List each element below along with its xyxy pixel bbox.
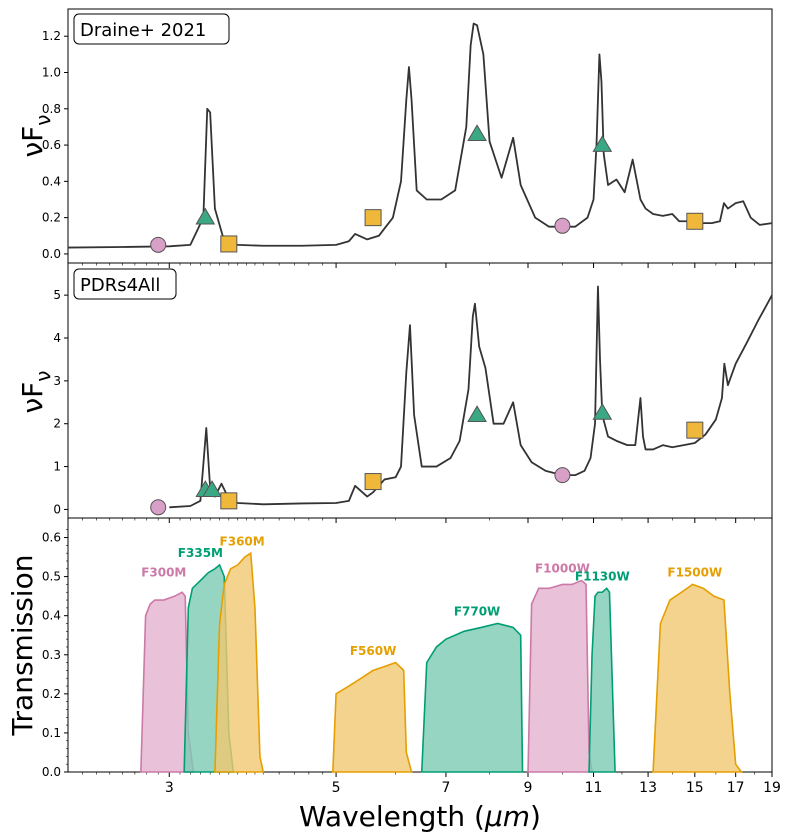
middle-triangle-marker [592,403,613,420]
panel-top: 0.0 0.2 0.4 0.6 0.8 1.0 1.2 [42,22,773,268]
panel-middle-frame [67,262,773,519]
middle-ylabel-sub: ν [31,371,55,382]
bottom-ytick-label: 0.0 [42,765,61,779]
middle-ytick-label: 2 [53,417,61,431]
top-ytick-label: 0.2 [42,211,61,225]
bottom-xtick-label: 17 [727,780,745,796]
filter-curve-f560w [331,661,413,773]
bottom-ylabel: Transmission [6,555,39,737]
top-square-marker [686,212,704,230]
bottom-ytick-label: 0.6 [42,531,61,545]
middle-square-marker [686,421,704,439]
filter-label-f335m: F335M [178,546,223,560]
filter-curve-f1130w [588,587,616,773]
middle-panel-label: PDRs4All [80,275,160,296]
middle-square-marker [220,492,238,510]
filter-curve-f1000w [527,579,593,773]
x-axis-label: Wavelength (μm) [299,800,541,833]
bottom-xtick-label: 3 [165,780,174,796]
bottom-ytick-label: 0.4 [42,609,61,623]
filter-label-f1500w: F1500W [667,566,722,580]
top-ylabel: νFν [16,115,55,158]
bottom-xtick-label: 15 [686,780,704,796]
bottom-xtick-label: 13 [639,780,657,796]
filter-curve-f1500w [652,583,743,773]
top-ytick-label: 1.2 [42,29,61,43]
top-triangle-marker [467,124,487,141]
bottom-ytick-label: 0.2 [42,687,61,701]
top-panel-label: Draine+ 2021 [80,20,206,41]
top-circle-marker [150,236,167,253]
top-spectrum-line [67,22,773,249]
top-square-marker [364,209,382,227]
middle-ytick-label: 3 [53,374,61,388]
middle-ytick-label: 0 [53,502,61,516]
top-ylabel-sub: ν [31,115,55,126]
middle-circle-marker [150,499,167,516]
top-ytick-label: 1.0 [42,66,61,80]
bottom-xtick-label: 5 [332,780,341,796]
middle-square-marker [364,473,382,491]
middle-ylabel: νFν [16,371,55,414]
top-ytick-label: 0.8 [42,102,61,116]
middle-triangle-marker [202,480,222,497]
x-axis-label-text: Wavelength ( [299,800,485,833]
top-ytick-label: 0.4 [42,174,61,188]
filter-label-f300m: F300M [141,566,186,580]
bottom-xtick-label: 9 [524,780,533,796]
bottom-ytick-label: 0.5 [42,570,61,584]
filter-label-f1130w: F1130W [575,570,630,584]
x-axis-label-close: ) [530,800,541,833]
filter-label-f360m: F360M [220,534,265,548]
panel-middle: 0 1 2 3 4 5 [53,285,773,523]
filter-label-f1000w: F1000W [535,562,590,576]
top-triangle-marker [195,207,216,225]
top-panel-label-box: Draine+ 2021 [73,13,230,45]
middle-ytick-label: 4 [53,331,61,345]
bottom-ytick-label: 0.3 [42,648,61,662]
panel-bottom: 0.0 0.1 0.2 0.3 0.4 0.5 0.6 3 5 7 9 11 13 15 17 19 F300M… [42,529,781,796]
top-triangle-marker [592,135,613,152]
panel-bottom-frame [67,517,773,773]
middle-triangle-marker [467,405,487,422]
top-square-marker [220,235,238,253]
x-axis-label-unit: μm [484,800,530,833]
top-ytick-label: 0.6 [42,138,61,152]
filter-curve-f360m [214,551,265,773]
bottom-ytick-label: 0.1 [42,726,61,740]
filter-label-f560w: F560W [350,644,396,658]
middle-spectrum-line [169,285,773,509]
filter-label-f770w: F770W [454,605,500,619]
filter-curve-f770w [420,622,524,773]
bottom-xtick-label: 11 [585,780,603,796]
middle-panel-label-box: PDRs4All [73,268,177,300]
middle-ytick-label: 5 [53,288,61,302]
middle-ytick-label: 1 [53,460,61,474]
panel-top-frame [67,8,773,264]
bottom-xtick-label: 7 [441,780,450,796]
middle-circle-marker [554,467,571,484]
bottom-xtick-label: 19 [763,780,781,796]
top-ytick-label: 0.0 [42,247,61,261]
top-circle-marker [554,217,571,234]
